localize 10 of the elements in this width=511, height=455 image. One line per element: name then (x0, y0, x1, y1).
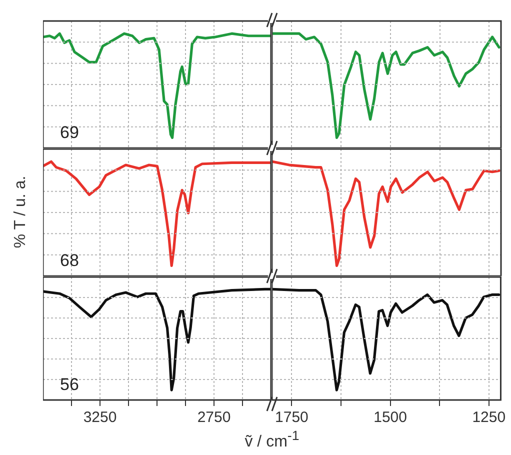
annotation: 68 (60, 251, 79, 270)
y-axis-title: % T / u. a. (12, 176, 30, 248)
x-axis-title: ṽ / cm$^{-1}$ (244, 428, 300, 452)
x-tick-label: 1750 (275, 409, 308, 426)
x-tick-label: 2750 (197, 409, 231, 426)
x-tick-label: 1500 (374, 409, 407, 426)
annotation: 56 (60, 375, 79, 394)
x-tick-label: 1250 (472, 409, 506, 426)
x-tick-label: 3250 (83, 409, 117, 426)
annotation: 69 (60, 123, 79, 142)
